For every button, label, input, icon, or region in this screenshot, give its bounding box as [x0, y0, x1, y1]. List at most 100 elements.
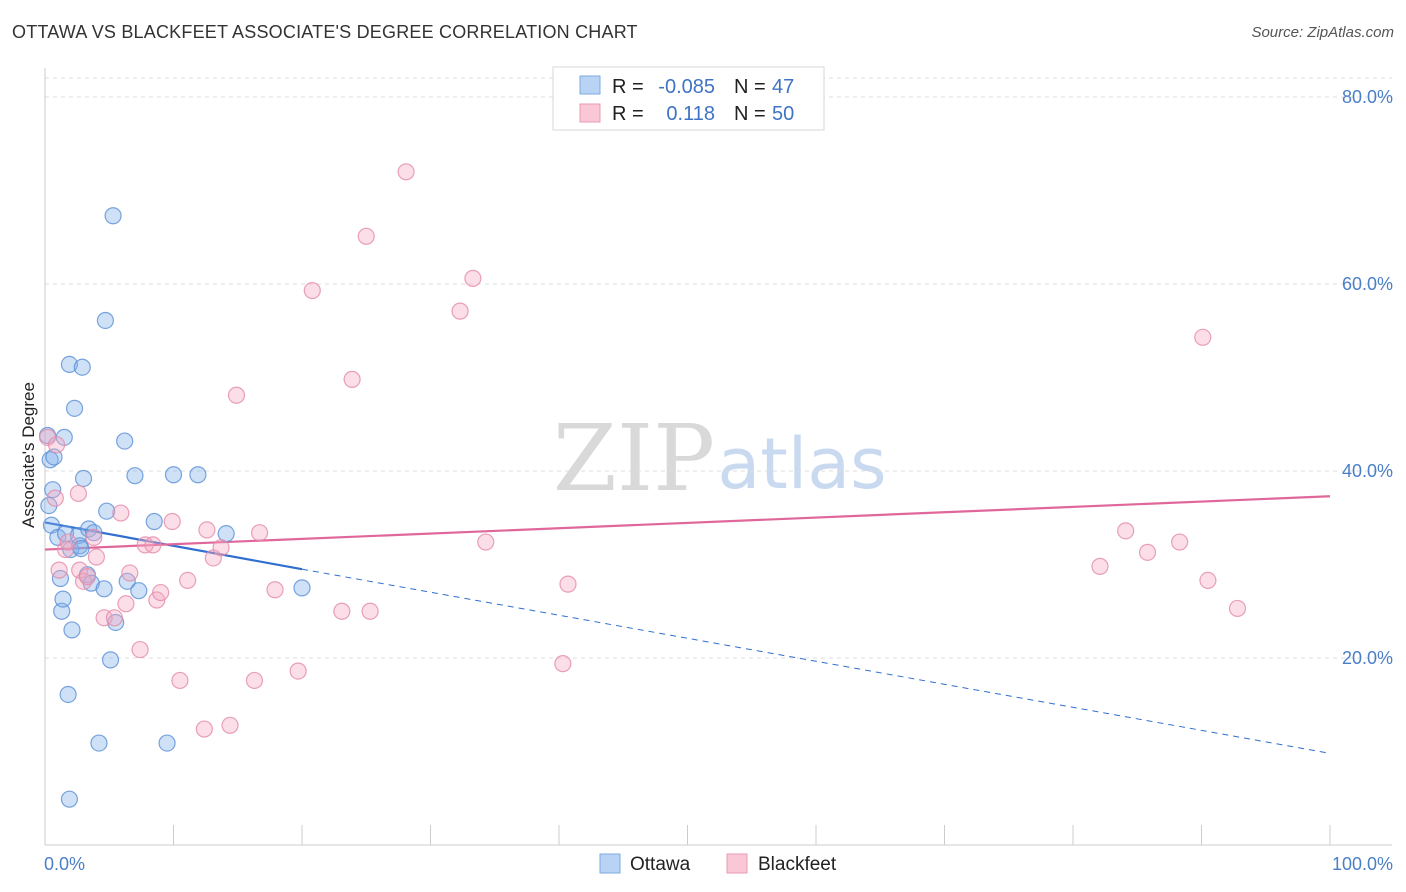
- blackfeet-point: [1091, 557, 1109, 575]
- ottawa-point: [63, 621, 81, 639]
- ottawa-point: [74, 469, 93, 488]
- bottom-legend-blackfeet-label: Blackfeet: [758, 854, 837, 875]
- blackfeet-point: [397, 163, 415, 181]
- y-tick-label: 60.0%: [1342, 274, 1393, 294]
- correlation-legend: R = -0.085 N = 47 R = 0.118 N = 50: [552, 66, 825, 131]
- blackfeet-point: [59, 533, 77, 551]
- blackfeet-point: [198, 521, 216, 539]
- blackfeet-point: [144, 536, 162, 554]
- blackfeet-point: [559, 575, 577, 593]
- blackfeet-point: [361, 602, 379, 620]
- legend-ottawa-r-value: -0.085: [658, 76, 715, 98]
- legend-blackfeet-n-label: N =: [734, 103, 766, 125]
- blackfeet-point: [46, 489, 64, 507]
- ottawa-point: [101, 651, 120, 669]
- blackfeet-point: [163, 512, 181, 531]
- blackfeet-point: [121, 564, 139, 582]
- blackfeet-point: [112, 504, 130, 522]
- ottawa-point: [95, 580, 113, 598]
- blackfeet-point: [333, 602, 351, 620]
- ottawa-point: [60, 355, 79, 374]
- ottawa-point: [164, 466, 183, 484]
- source-label: Source: ZipAtlas.com: [1251, 24, 1394, 41]
- blackfeet-point: [554, 655, 572, 673]
- ottawa-trend-line: [44, 521, 303, 571]
- ottawa-point: [104, 207, 122, 225]
- legend-blackfeet-r-label: R =: [612, 103, 644, 125]
- blackfeet-point: [131, 640, 149, 659]
- ottawa-point: [85, 524, 103, 542]
- blackfeet-point: [227, 386, 246, 404]
- data-points: [38, 163, 1247, 808]
- blackfeet-point: [50, 561, 68, 579]
- blackfeet-point: [1228, 599, 1247, 618]
- blackfeet-point: [250, 524, 269, 542]
- ottawa-point: [189, 466, 207, 484]
- blackfeet-point: [343, 370, 361, 388]
- legend-blackfeet-swatch: [579, 103, 601, 123]
- grid-lines: [45, 77, 1392, 659]
- legend-blackfeet-r-value: 0.118: [666, 103, 715, 125]
- blackfeet-point: [303, 281, 321, 300]
- legend-ottawa-r-label: R =: [612, 76, 644, 98]
- ottawa-point: [59, 685, 77, 704]
- chart-title: OTTAWA VS BLACKFEET ASSOCIATE'S DEGREE C…: [12, 22, 638, 42]
- ottawa-point: [73, 358, 91, 376]
- blackfeet-point: [195, 720, 213, 738]
- blackfeet-point: [85, 528, 103, 546]
- ottawa-point: [130, 582, 148, 600]
- ottawa-trend-extension: [301, 568, 1331, 754]
- blackfeet-point: [289, 662, 307, 680]
- bottom-legend-ottawa-swatch: [599, 853, 621, 874]
- blackfeet-point: [179, 571, 197, 589]
- blackfeet-point: [1194, 328, 1212, 346]
- ottawa-point: [65, 399, 84, 417]
- legend-blackfeet-n-value: 50: [772, 103, 794, 125]
- ottawa-point: [96, 311, 114, 330]
- ottawa-point: [98, 502, 116, 520]
- y-tick-label: 20.0%: [1342, 648, 1393, 668]
- ottawa-point: [158, 734, 176, 752]
- blackfeet-point: [78, 568, 97, 586]
- y-axis-title: Associate's Degree: [19, 382, 38, 528]
- ottawa-point: [145, 512, 163, 531]
- bottom-legend-blackfeet-swatch: [726, 853, 748, 874]
- blackfeet-point: [245, 671, 264, 690]
- trend-lines: [44, 495, 1331, 754]
- y-tick-label: 40.0%: [1342, 461, 1393, 481]
- legend-ottawa-swatch: [579, 75, 601, 95]
- blackfeet-point: [1171, 533, 1189, 551]
- blackfeet-point: [221, 716, 239, 734]
- blackfeet-point: [1199, 571, 1217, 589]
- blackfeet-point: [87, 548, 106, 566]
- watermark-zip: ZIP: [553, 405, 715, 512]
- series-legend: Ottawa Blackfeet: [599, 853, 837, 875]
- blackfeet-point: [171, 671, 189, 690]
- x-tick-labels: 0.0% 100.0%: [44, 854, 1393, 874]
- blackfeet-point: [152, 583, 170, 602]
- watermark-atlas: atlas: [717, 423, 886, 505]
- blackfeet-point: [1117, 522, 1135, 540]
- blackfeet-point: [477, 533, 495, 551]
- legend-ottawa-n-value: 47: [772, 76, 794, 98]
- blackfeet-point: [266, 581, 284, 599]
- bottom-legend-ottawa-label: Ottawa: [630, 854, 691, 875]
- legend-ottawa-n-label: N =: [734, 76, 766, 98]
- ottawa-point: [293, 579, 311, 597]
- blackfeet-point: [47, 436, 66, 454]
- x-tick-label-min: 0.0%: [44, 854, 85, 874]
- blackfeet-point: [451, 302, 469, 320]
- blackfeet-point: [357, 227, 375, 245]
- x-tick-label-max: 100.0%: [1332, 854, 1393, 874]
- blackfeet-point: [1138, 543, 1157, 561]
- y-tick-labels: 20.0% 40.0% 60.0% 80.0%: [1342, 87, 1393, 668]
- blackfeet-point: [69, 484, 88, 503]
- ottawa-point: [54, 590, 72, 608]
- blackfeet-point: [464, 269, 482, 287]
- y-tick-label: 80.0%: [1342, 87, 1393, 107]
- blackfeet-point: [212, 539, 230, 557]
- axes: [44, 68, 1392, 846]
- ottawa-point: [116, 432, 134, 450]
- blackfeet-point: [105, 609, 123, 627]
